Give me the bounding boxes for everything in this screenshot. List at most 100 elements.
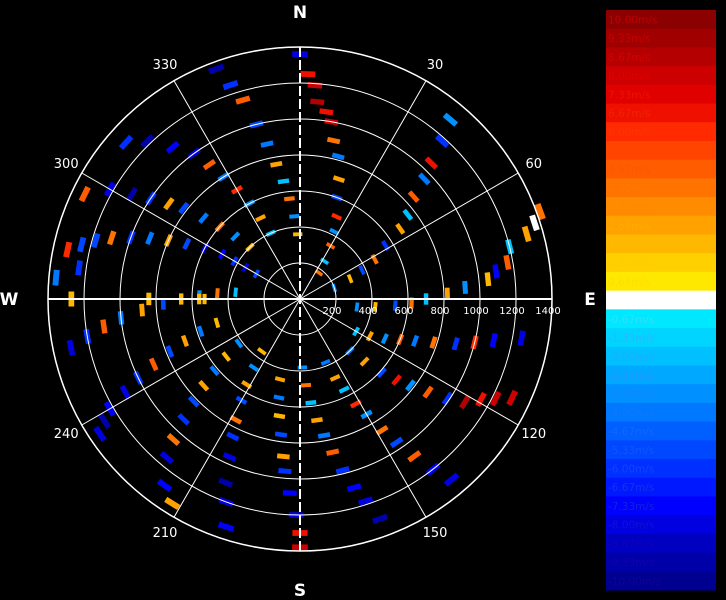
velocity-cell-11	[329, 227, 340, 236]
velocity-cell-56	[422, 385, 434, 399]
velocity-cell-106	[177, 413, 191, 426]
velocity-cell-109	[209, 365, 220, 377]
velocity-cell-141	[91, 232, 101, 249]
colorbar-label-11: 2.67m/s	[608, 220, 651, 232]
velocity-cell-115	[119, 384, 131, 400]
velocity-cell-140	[77, 236, 87, 253]
velocity-cell-144	[145, 231, 155, 246]
velocity-cell-10	[331, 212, 343, 221]
velocity-cell-20	[402, 208, 414, 221]
velocity-cell-85	[282, 490, 297, 497]
spoke-120	[299, 298, 519, 426]
velocity-cell-66	[375, 424, 389, 436]
velocity-cell-157	[178, 201, 190, 215]
compass-east: E	[584, 290, 596, 310]
velocity-cell-17	[424, 156, 438, 170]
velocity-cell-40	[354, 302, 360, 312]
velocity-cell-173	[222, 80, 239, 91]
velocity-cell-122	[66, 339, 76, 356]
velocity-cell-130	[215, 288, 220, 299]
range-labels: 200 400 600 800 1000 1200 1400	[322, 306, 560, 317]
velocity-cell-28	[529, 214, 540, 232]
velocity-cell-72	[371, 513, 389, 525]
compass-south: S	[294, 581, 306, 600]
colorbar-label-13: 1.33m/s	[608, 258, 651, 270]
angle-label-240: 240	[54, 427, 79, 442]
spoke-60	[299, 172, 519, 300]
velocity-cell-75	[335, 466, 350, 475]
velocity-cell-57	[405, 379, 417, 392]
colorbar-swatch-19	[606, 365, 716, 385]
colorbar-swatch-23	[606, 440, 716, 460]
velocity-cell-73	[357, 496, 374, 506]
range-label-200: 200	[322, 306, 341, 317]
colorbar-swatch-17	[606, 328, 716, 348]
colorbar-label-27: -8.00m/s	[608, 520, 654, 532]
velocity-cell-60	[359, 356, 370, 367]
colorbar-label-12: 2.00m/s	[608, 239, 651, 251]
velocity-cell-44	[451, 336, 460, 351]
colorbar-swatch-22	[606, 421, 716, 441]
velocity-cell-19	[407, 190, 420, 203]
velocity-cell-94	[218, 477, 234, 488]
velocity-cell-142	[106, 230, 117, 246]
colorbar-swatch-9	[606, 178, 716, 198]
velocity-cell-80	[300, 382, 312, 388]
angle-label-60: 60	[526, 157, 543, 172]
colorbar-label-17: -1.33m/s	[608, 333, 654, 345]
velocity-cell-51	[506, 389, 518, 407]
velocity-cell-24	[358, 265, 366, 276]
velocity-cell-38	[392, 300, 398, 311]
colorbar-label-22: -4.67m/s	[608, 426, 654, 438]
velocity-cell-96	[226, 431, 240, 442]
velocity-cell-13	[319, 257, 330, 266]
colorbar-label-16: -0.67m/s	[608, 314, 654, 326]
colorbar-label-8: 4.67m/s	[608, 164, 651, 176]
velocity-cell-118	[165, 345, 175, 358]
colorbar-label-14: 0.67m/s	[608, 276, 651, 288]
velocity-cell-39	[372, 301, 378, 312]
velocity-cell-104	[159, 450, 175, 465]
range-label-1000: 1000	[463, 306, 488, 317]
velocity-cell-54	[459, 394, 471, 410]
colorbar-label-3: 8.00m/s	[608, 71, 651, 83]
velocity-cell-103	[156, 478, 173, 493]
colorbar-label-21: -4.00m/s	[608, 407, 654, 419]
velocity-cell-88	[274, 431, 288, 438]
velocity-cell-32	[492, 264, 500, 279]
angle-label-120: 120	[521, 427, 546, 442]
colorbar-label-19: -2.67m/s	[608, 370, 654, 382]
velocity-cell-179	[283, 196, 295, 202]
angle-label-150: 150	[423, 526, 448, 541]
velocity-cell-53	[475, 391, 487, 407]
velocity-cell-110	[221, 351, 231, 362]
velocity-cell-35	[444, 287, 451, 300]
velocity-cell-14	[314, 269, 324, 277]
colorbar-label-15: 0.00m/s	[608, 295, 651, 307]
velocity-cell-156	[163, 197, 175, 211]
range-label-800: 800	[430, 306, 449, 317]
velocity-cell-154	[126, 186, 139, 202]
colorbar-swatch-3	[606, 66, 716, 86]
angle-label-330: 330	[153, 58, 178, 73]
velocity-cell-69	[338, 385, 350, 394]
colorbar-label-5: 6.67m/s	[608, 108, 651, 120]
velocity-cell-71	[320, 358, 331, 366]
velocity-cell-55	[441, 391, 454, 406]
velocity-cell-78	[311, 417, 323, 424]
spoke-330	[173, 80, 301, 300]
colorbar-swatch-14	[606, 271, 716, 292]
colorbar-swatch-18	[606, 346, 716, 366]
range-label-600: 600	[394, 306, 413, 317]
velocity-cell-42	[489, 332, 498, 348]
velocity-cell-25	[346, 273, 354, 284]
velocity-cell-177	[270, 160, 283, 168]
range-label-1200: 1200	[499, 306, 524, 317]
velocity-cell-64	[407, 450, 422, 463]
velocity-cell-111	[234, 338, 244, 349]
colorbar-label-7: 5.33m/s	[608, 145, 651, 157]
velocity-cell-158	[198, 212, 209, 224]
colorbar-swatch-28	[606, 533, 716, 554]
colorbar-label-23: -5.33m/s	[608, 445, 654, 457]
velocity-cell-126	[139, 303, 145, 317]
